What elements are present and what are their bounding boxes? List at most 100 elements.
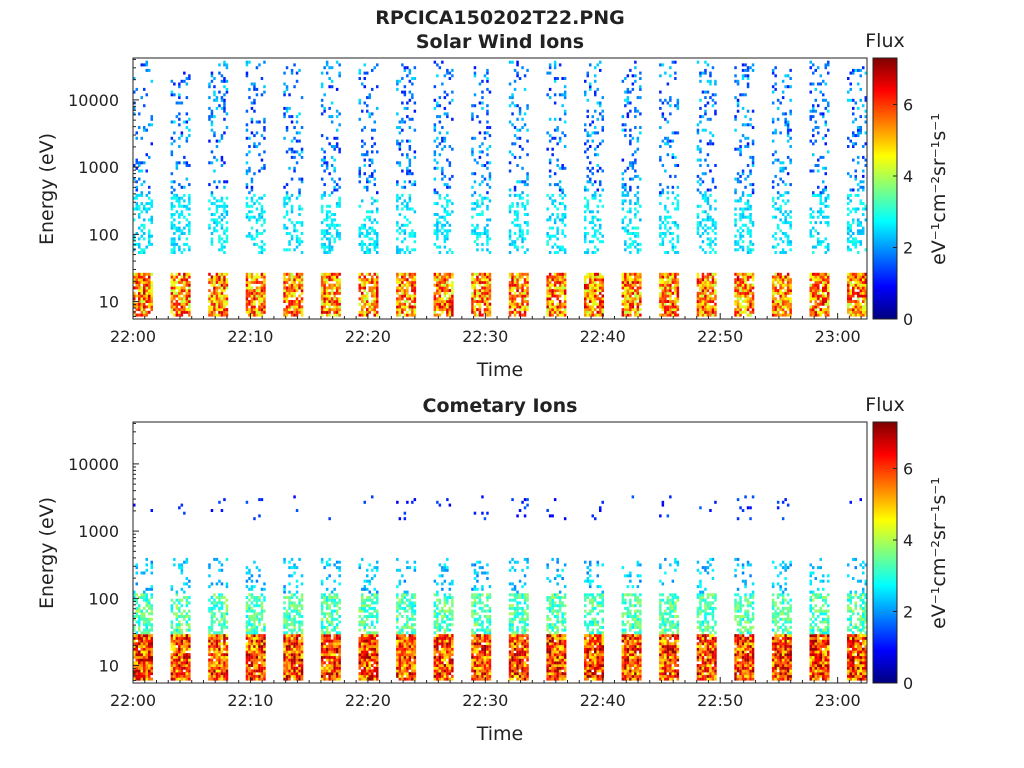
heatmap-cell — [185, 280, 189, 284]
heatmap-cell — [446, 237, 449, 241]
heatmap-cell — [143, 218, 146, 222]
heatmap-cell — [634, 158, 637, 162]
heatmap-cell — [403, 106, 407, 110]
heatmap-cell — [711, 134, 715, 138]
heatmap-cell — [328, 272, 331, 276]
heatmap-cell — [215, 275, 219, 279]
heatmap-cell — [486, 204, 489, 208]
heatmap-cell — [701, 90, 705, 94]
heatmap-cell — [594, 215, 597, 219]
heatmap-cell — [250, 106, 254, 110]
heatmap-cell — [634, 226, 637, 230]
heatmap-cell — [561, 196, 564, 200]
heatmap-cell — [258, 169, 261, 173]
heatmap-cell — [661, 275, 665, 279]
heatmap-cell — [629, 177, 632, 181]
heatmap-cell — [586, 199, 589, 203]
heatmap-cell — [481, 101, 484, 105]
heatmap-cell — [185, 310, 189, 314]
heatmap-cell — [215, 145, 219, 148]
heatmap-cell — [701, 280, 705, 284]
heatmap-cell — [255, 242, 259, 246]
heatmap-cell — [746, 286, 750, 290]
heatmap-cell — [288, 147, 291, 151]
heatmap-cell — [213, 310, 216, 314]
heatmap-cell — [749, 215, 752, 219]
heatmap-cell — [601, 280, 604, 284]
heatmap-cell — [223, 240, 226, 244]
heatmap-cell — [288, 115, 291, 119]
heatmap-cell — [300, 155, 304, 159]
heatmap-cell — [320, 229, 324, 233]
heatmap-cell — [178, 112, 181, 116]
heatmap-cell — [143, 272, 146, 276]
heatmap-cell — [621, 302, 625, 306]
heatmap-cell — [591, 302, 594, 306]
heatmap-cell — [220, 164, 224, 167]
heatmap-cell — [413, 128, 417, 132]
heatmap-cell — [784, 300, 787, 303]
heatmap-cell — [328, 283, 331, 287]
heatmap-cell — [178, 248, 181, 252]
heatmap-cell — [330, 101, 334, 105]
heatmap-cell — [639, 294, 642, 298]
heatmap-cell — [138, 291, 141, 295]
heatmap-cell — [298, 237, 301, 241]
heatmap-cell — [183, 289, 186, 293]
heatmap-cell — [438, 96, 442, 100]
heatmap-cell — [596, 302, 599, 306]
heatmap-cell — [406, 155, 409, 159]
heatmap-cell — [333, 286, 336, 290]
heatmap-cell — [819, 294, 822, 298]
heatmap-cell — [774, 313, 777, 317]
heatmap-cell — [170, 153, 174, 157]
heatmap-cell — [659, 126, 662, 129]
heatmap-cell — [373, 245, 376, 249]
heatmap-cell — [145, 193, 148, 197]
heatmap-cell — [373, 283, 376, 287]
heatmap-cell — [714, 226, 717, 230]
heatmap-cell — [817, 185, 820, 189]
heatmap-cell — [786, 131, 790, 135]
heatmap-cell — [373, 278, 376, 282]
heatmap-cell — [546, 278, 549, 282]
heatmap-cell — [626, 280, 630, 284]
heatmap-cell — [436, 286, 439, 290]
heatmap-cell — [295, 234, 299, 238]
heatmap-cell — [819, 210, 822, 214]
heatmap-cell — [293, 150, 296, 154]
heatmap-cell — [175, 210, 179, 214]
heatmap-cell — [521, 191, 524, 195]
heatmap-cell — [847, 221, 850, 225]
heatmap-cell — [857, 155, 860, 159]
heatmap-cell — [508, 294, 512, 298]
heatmap-cell — [699, 120, 702, 124]
heatmap-cell — [596, 153, 599, 157]
heatmap-cell — [338, 286, 341, 290]
heatmap-cell — [771, 153, 775, 157]
heatmap-cell — [363, 71, 366, 75]
heatmap-cell — [516, 202, 519, 206]
heatmap-cell — [784, 210, 787, 214]
heatmap-cell — [173, 275, 176, 279]
heatmap-cell — [138, 294, 141, 298]
heatmap-cell — [333, 294, 336, 298]
heatmap-cell — [636, 308, 640, 312]
heatmap-cell — [511, 305, 514, 309]
heatmap-cell — [285, 128, 289, 132]
heatmap-cell — [774, 174, 777, 178]
heatmap-cell — [473, 294, 477, 298]
heatmap-cell — [293, 294, 296, 298]
heatmap-cell — [361, 291, 364, 295]
heatmap-cell — [406, 204, 409, 208]
heatmap-cell — [857, 297, 860, 301]
heatmap-cell — [258, 275, 261, 279]
heatmap-cell — [518, 234, 522, 238]
heatmap-cell — [666, 210, 670, 214]
heatmap-cell — [371, 242, 374, 246]
heatmap-cell — [436, 74, 439, 78]
heatmap-cell — [290, 150, 294, 154]
heatmap-cell — [441, 166, 444, 170]
heatmap-cell — [523, 300, 527, 303]
heatmap-cell — [413, 286, 417, 290]
